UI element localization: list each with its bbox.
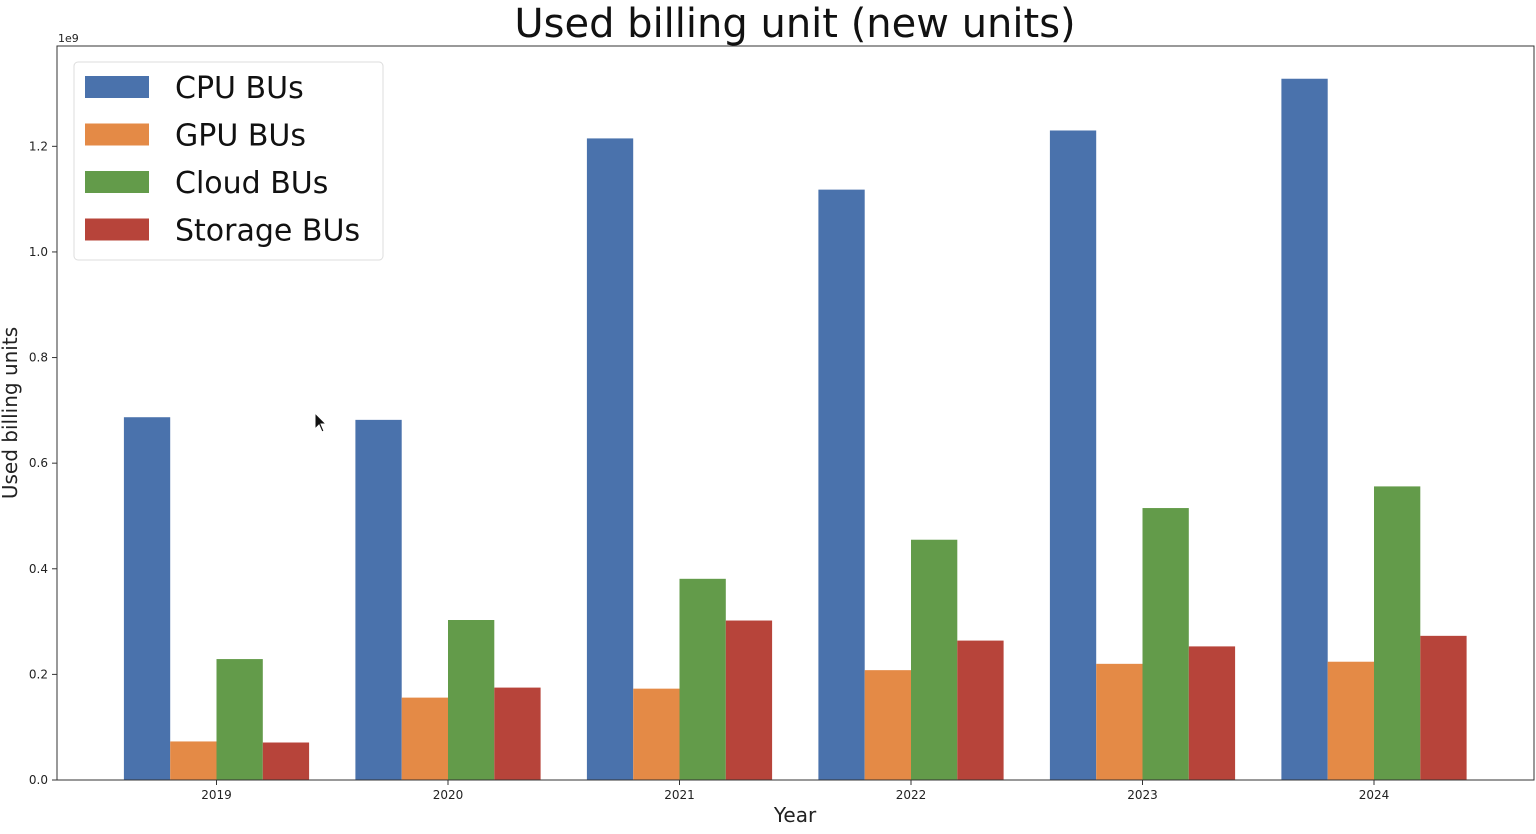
bar-storage-bus-2022 bbox=[957, 640, 1004, 780]
y-tick-label: 0.2 bbox=[29, 667, 48, 681]
bar-gpu-bus-2021 bbox=[633, 688, 680, 780]
y-tick-label: 1.0 bbox=[29, 245, 48, 259]
legend-swatch-gpu-bus bbox=[85, 123, 149, 146]
bar-series-group bbox=[123, 78, 1467, 781]
bar-storage-bus-2021 bbox=[725, 620, 773, 780]
plot-area-frame bbox=[56, 45, 1535, 781]
bar-cpu-bus-2019 bbox=[123, 417, 171, 780]
y-axis-scale-label: 1e9 bbox=[58, 32, 79, 45]
legend-swatch-cpu-bus bbox=[85, 76, 149, 98]
y-tick-label: 0.0 bbox=[29, 773, 48, 787]
bar-cpu-bus-2022 bbox=[818, 189, 865, 780]
legend-swatch-cloud-bus bbox=[85, 171, 149, 193]
x-axis-label: Year bbox=[773, 803, 817, 827]
legend-label-gpu-bus: GPU BUs bbox=[175, 119, 306, 154]
bar-storage-bus-2020 bbox=[494, 687, 541, 780]
bar-cpu-bus-2024 bbox=[1281, 78, 1328, 781]
bar-gpu-bus-2022 bbox=[864, 670, 911, 780]
legend-label-cloud-bus: Cloud BUs bbox=[175, 166, 328, 201]
y-tick-label: 0.8 bbox=[29, 351, 48, 365]
bar-cloud-bus-2023 bbox=[1142, 508, 1189, 780]
bar-storage-bus-2019 bbox=[262, 742, 310, 780]
bar-cloud-bus-2019 bbox=[216, 659, 263, 780]
bar-cloud-bus-2020 bbox=[448, 620, 495, 780]
y-tick-label: 0.4 bbox=[29, 562, 48, 576]
bar-cloud-bus-2022 bbox=[911, 539, 958, 780]
bar-cloud-bus-2021 bbox=[679, 578, 726, 780]
legend-swatch-storage-bus bbox=[85, 218, 149, 241]
bar-gpu-bus-2020 bbox=[401, 697, 448, 780]
y-axis-ticks: 0.0 0.2 0.4 0.6 0.8 1.0 1.2 bbox=[29, 139, 57, 787]
x-tick-label: 2019 bbox=[201, 788, 232, 802]
mouse-cursor-icon bbox=[314, 411, 328, 433]
bar-cpu-bus-2023 bbox=[1049, 130, 1097, 781]
y-tick-label: 1.2 bbox=[29, 139, 48, 153]
chart-title: Used billing unit (new units) bbox=[514, 1, 1075, 47]
x-tick-label: 2023 bbox=[1127, 788, 1158, 802]
x-tick-label: 2022 bbox=[896, 788, 927, 802]
y-tick-label: 0.6 bbox=[29, 456, 48, 470]
bar-gpu-bus-2024 bbox=[1327, 661, 1374, 780]
x-tick-label: 2021 bbox=[664, 788, 695, 802]
bar-cpu-bus-2021 bbox=[586, 138, 634, 780]
legend-label-cpu-bus: CPU BUs bbox=[175, 71, 304, 106]
legend-label-storage-bus: Storage BUs bbox=[175, 214, 360, 249]
x-tick-label: 2020 bbox=[433, 788, 464, 802]
bar-gpu-bus-2019 bbox=[170, 741, 217, 780]
bar-gpu-bus-2023 bbox=[1096, 663, 1143, 780]
x-axis-ticks: 2019 2020 2021 2022 2023 2024 bbox=[201, 780, 1389, 802]
legend-box bbox=[73, 61, 384, 261]
bar-storage-bus-2024 bbox=[1420, 635, 1467, 780]
bar-cpu-bus-2020 bbox=[355, 419, 402, 780]
y-axis-label: Used billing units bbox=[0, 327, 22, 499]
x-tick-label: 2024 bbox=[1359, 788, 1390, 802]
bar-storage-bus-2023 bbox=[1188, 646, 1236, 780]
chart-legend: CPU BUs GPU BUs Cloud BUs Storage BUs bbox=[73, 61, 384, 261]
bar-cloud-bus-2024 bbox=[1374, 486, 1421, 780]
